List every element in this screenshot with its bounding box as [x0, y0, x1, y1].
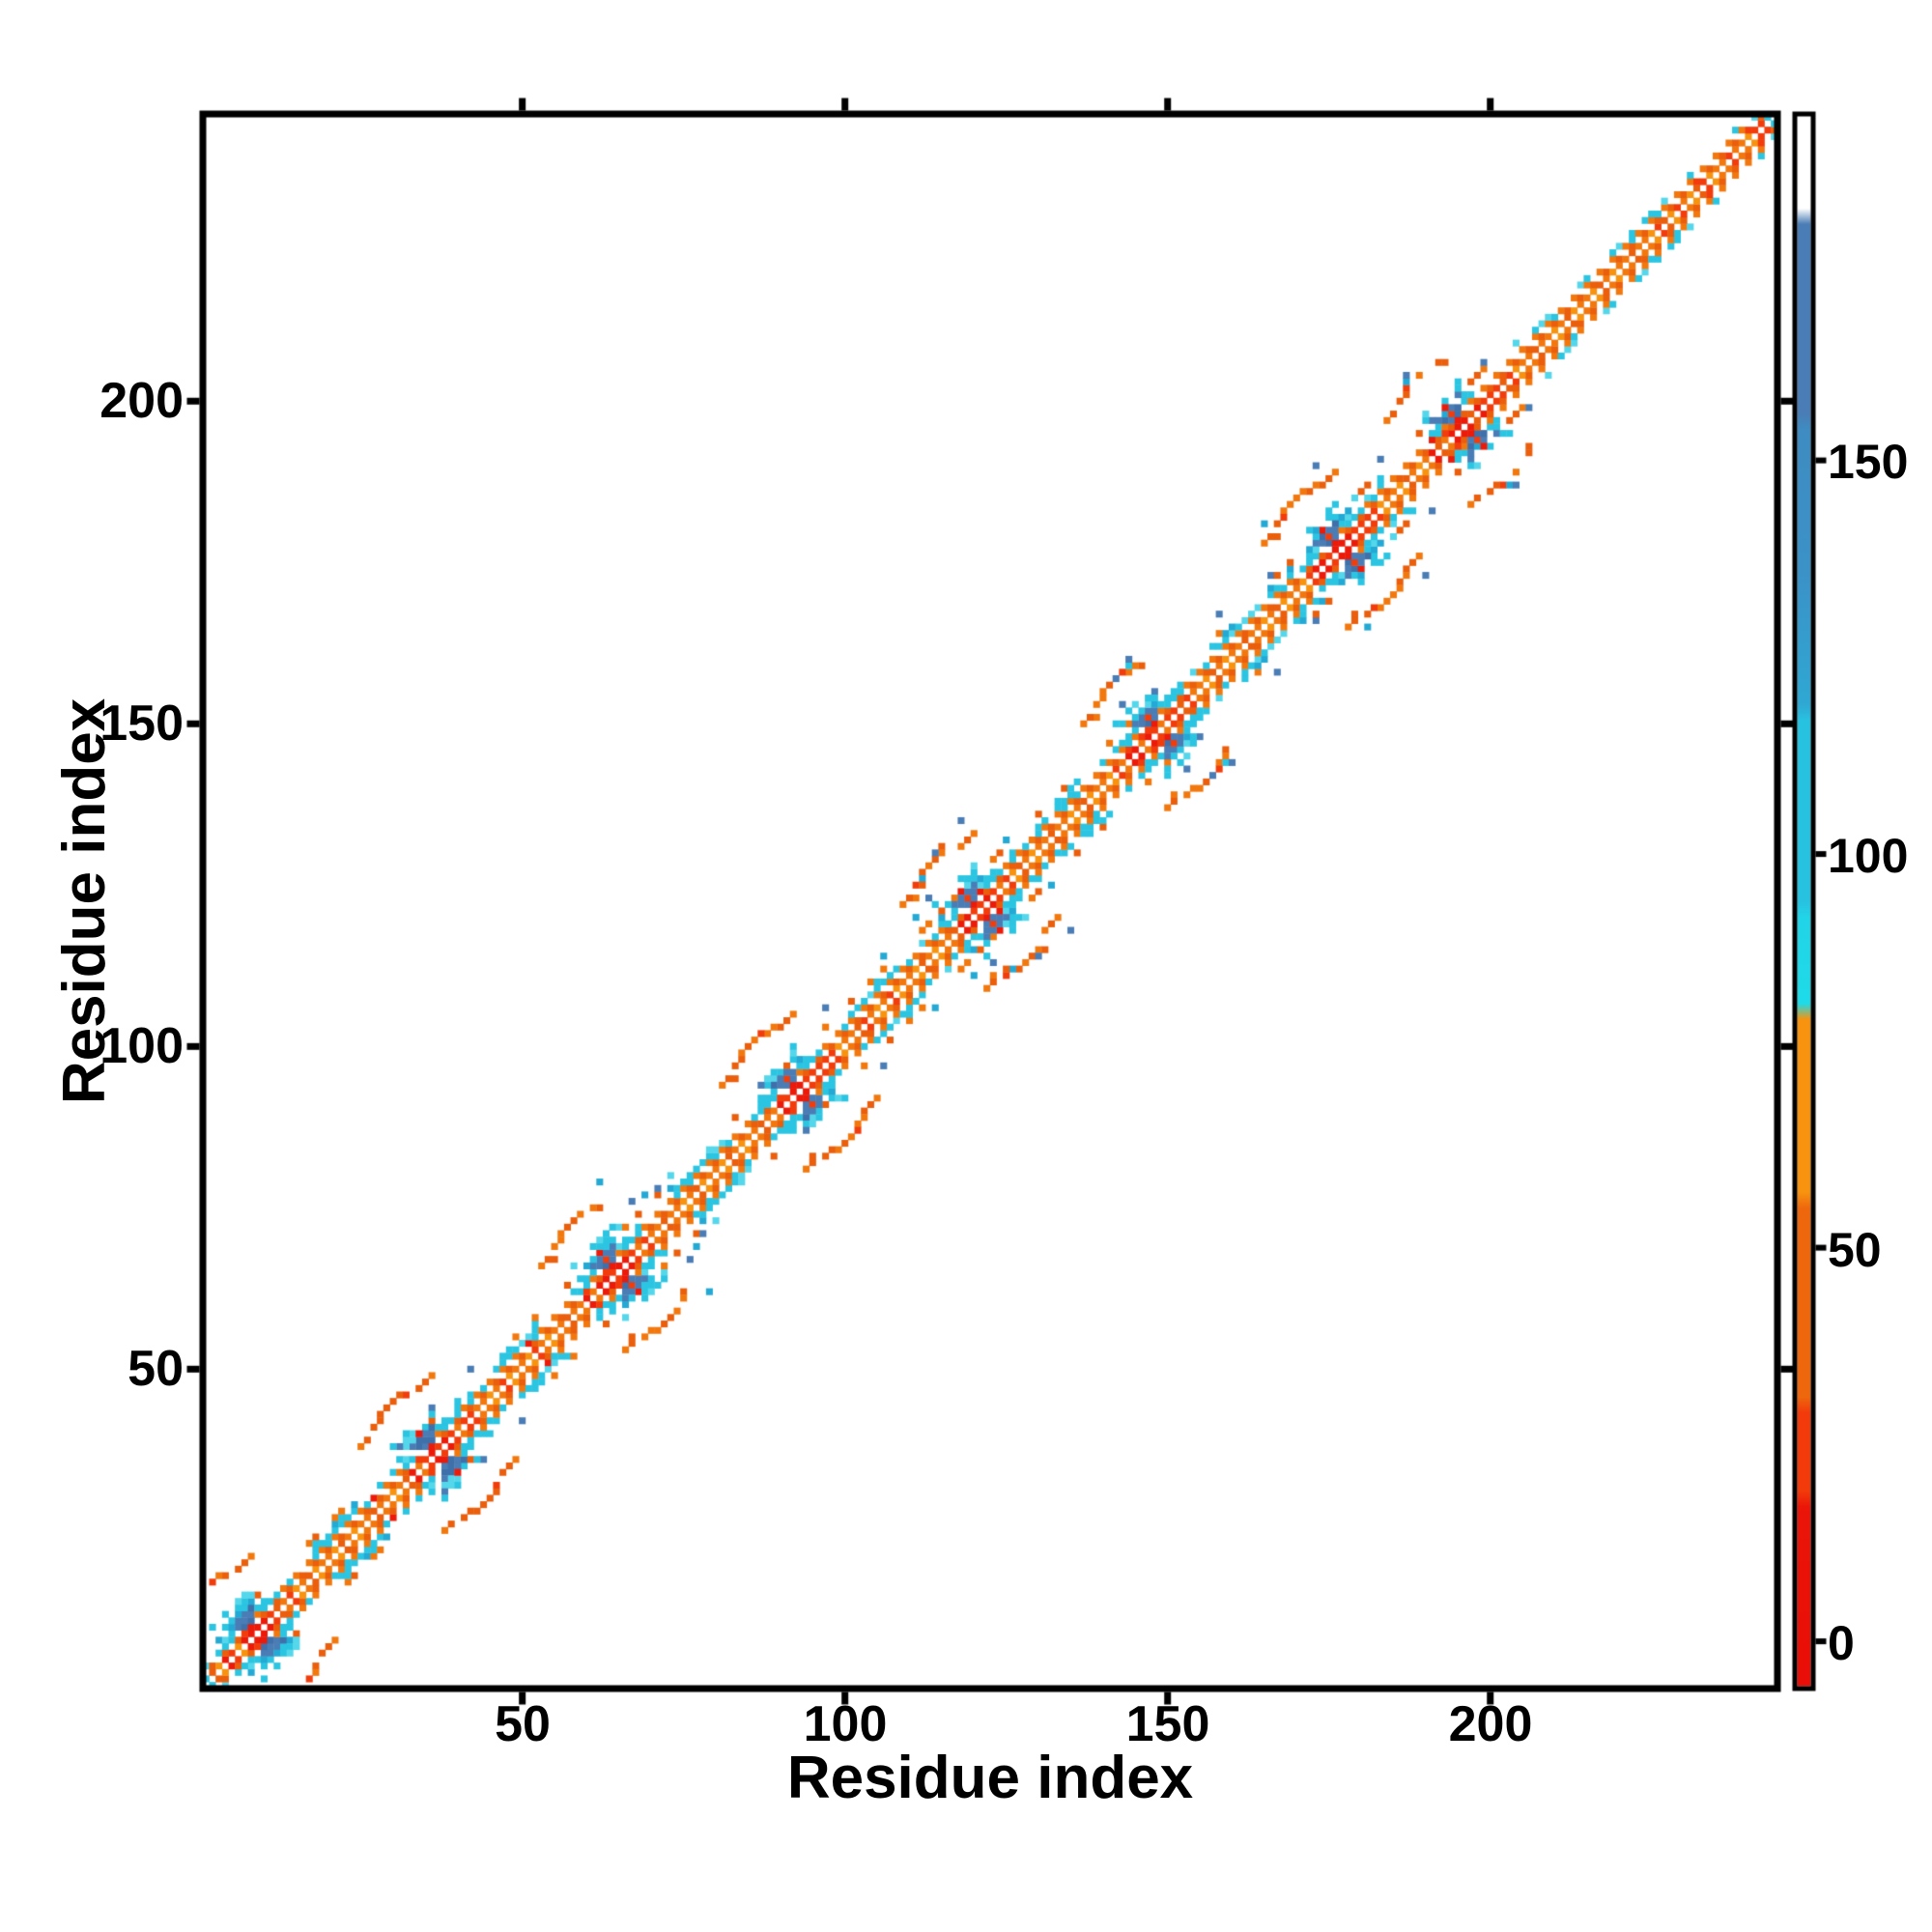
y-tick-label-150: 150: [99, 696, 184, 752]
x-tick-label-100: 100: [803, 1696, 888, 1752]
x-tick-label-50: 50: [495, 1696, 551, 1752]
y-tick-label-50: 50: [128, 1341, 184, 1397]
y-tick-label-100: 100: [99, 1018, 184, 1074]
x-axis-title: Residue index: [786, 1745, 1194, 1811]
colorbar-tick-label-0: 0: [1828, 1616, 1855, 1670]
colorbar-tick-label-100: 100: [1828, 829, 1909, 883]
y-tick-label-200: 200: [99, 373, 184, 429]
colorbar-tick-label-50: 50: [1828, 1223, 1882, 1277]
colorbar-tick-label-150: 150: [1828, 435, 1909, 489]
y-axis-title: Residue index: [51, 697, 118, 1105]
x-tick-label-150: 150: [1125, 1696, 1210, 1752]
x-tick-label-200: 200: [1448, 1696, 1533, 1752]
